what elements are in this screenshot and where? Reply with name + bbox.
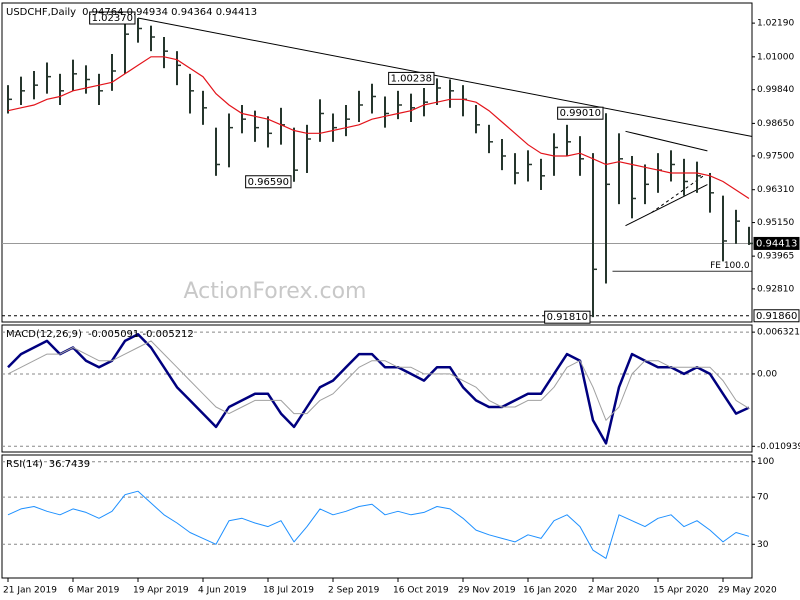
fe-label: FE 100.0 [710, 261, 750, 271]
x-tick-label: 15 Apr 2020 [653, 586, 709, 596]
watermark: ActionForex.com [184, 279, 367, 304]
x-tick-label: 16 Oct 2019 [393, 586, 449, 596]
annotation-label: 0.91810 [547, 312, 588, 323]
y-tick-label: 0.92810 [757, 284, 794, 294]
x-tick-label: 29 May 2020 [718, 586, 777, 596]
x-tick-label: 2 Mar 2020 [588, 586, 640, 596]
x-tick-label: 6 Mar 2019 [68, 586, 120, 596]
annotation-box [245, 175, 292, 189]
y-tick-label: 0.98650 [757, 119, 794, 129]
indicator-line [7, 490, 750, 559]
y-tick-label: 0.96310 [757, 185, 794, 195]
x-tick-label: 29 Nov 2019 [458, 586, 516, 596]
panel-subtitle: 36.7439 [49, 459, 90, 470]
moving-average [7, 56, 750, 200]
y-tick-label: 30 [757, 540, 769, 550]
x-tick-label: 19 Apr 2019 [133, 586, 189, 596]
panel-subtitle: -0.005091 -0.005212 [88, 329, 194, 340]
y-tick-label: 100 [757, 457, 774, 467]
panel-subtitle: 0.94764 0.94934 0.94364 0.94413 [82, 7, 257, 18]
level-label: 0.94413 [756, 238, 797, 249]
x-tick-label: 4 Jun 2019 [198, 586, 247, 596]
y-tick-label: 1.02190 [757, 19, 794, 29]
annotation-label: 0.99010 [560, 108, 601, 119]
y-tick-label: 0.00 [757, 369, 777, 379]
y-tick-label: 0.97500 [757, 151, 794, 161]
annotation-label: 1.00238 [391, 73, 432, 84]
y-tick-label: 70 [757, 493, 769, 503]
y-tick-label: 0.93965 [757, 252, 794, 262]
annotation-box [544, 310, 591, 324]
trendline [651, 175, 704, 214]
panel-frame [1, 454, 753, 579]
y-tick-label: 0.99840 [757, 85, 794, 95]
x-tick-label: 21 Jan 2019 [3, 586, 57, 596]
trendline [625, 130, 708, 152]
panel-title: USDCHF,Daily [6, 7, 76, 18]
level-label-box [753, 236, 800, 250]
indicator-line [7, 340, 750, 421]
y-tick-label: 1.01000 [757, 52, 794, 62]
panel-frame [1, 2, 753, 323]
panel-frame [1, 324, 753, 453]
panel-title: RSI(14) [6, 459, 43, 470]
y-tick-label: -0.010939 [757, 442, 800, 452]
x-tick-label: 16 Jan 2020 [523, 586, 577, 596]
x-tick-label: 2 Sep 2019 [328, 586, 380, 596]
panel-title: MACD(12,26,9) [6, 329, 82, 340]
y-tick-label: 0.95150 [757, 218, 794, 228]
annotation-box [89, 11, 136, 25]
annotation-label: 1.02370 [92, 13, 133, 24]
level-label-box [753, 309, 800, 323]
trendline [625, 184, 708, 227]
annotation-label: 0.96590 [248, 177, 289, 188]
annotation-box [388, 71, 435, 85]
x-tick-label: 18 Jul 2019 [263, 586, 314, 596]
trendline [137, 17, 752, 137]
level-label: 0.91860 [756, 311, 797, 322]
y-tick-label: 0.006321 [757, 328, 800, 338]
annotation-box [557, 106, 604, 120]
